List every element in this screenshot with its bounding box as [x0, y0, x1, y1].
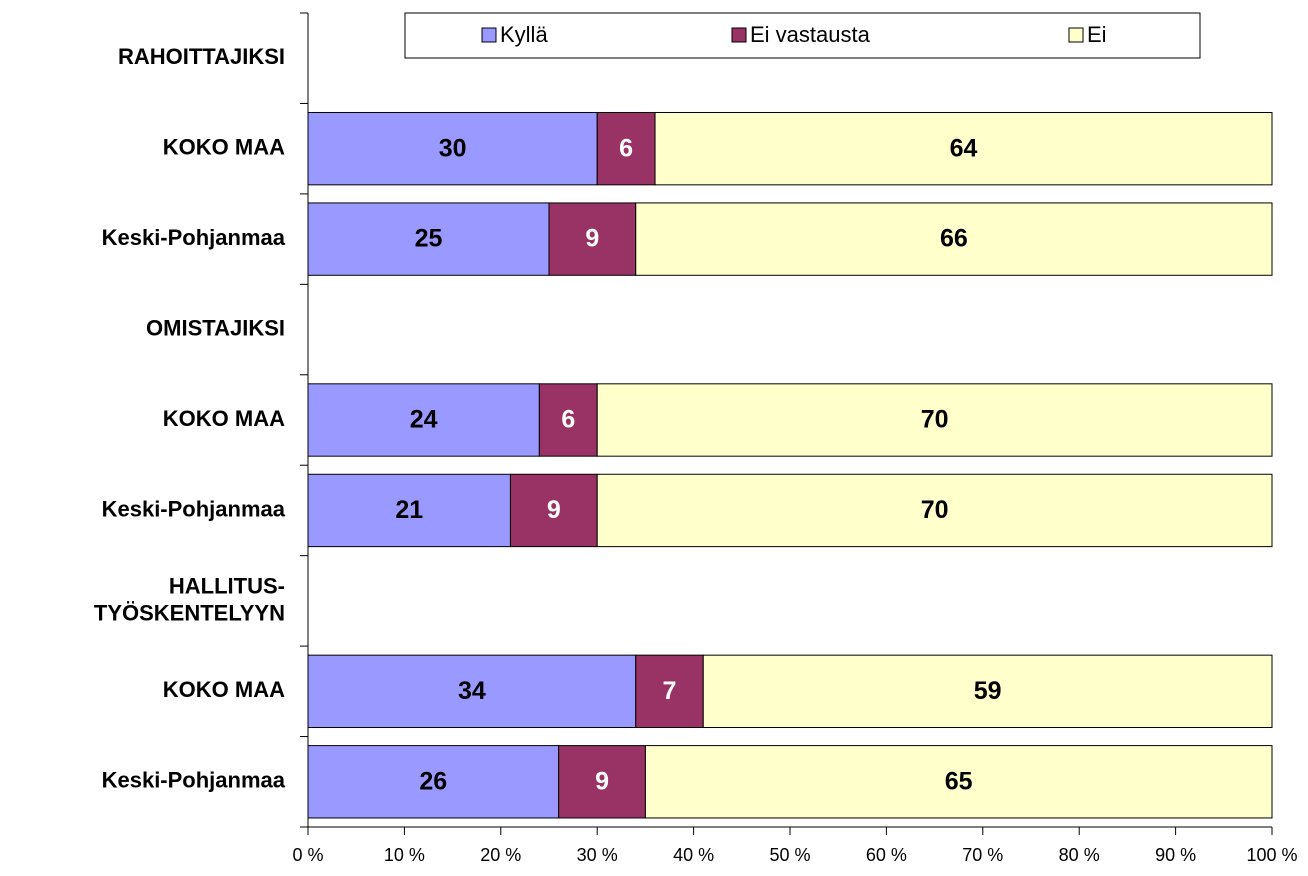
x-tick-label: 70 %	[962, 845, 1003, 865]
value-label: 9	[547, 496, 561, 524]
value-label: 9	[585, 225, 599, 253]
category-label: RAHOITTAJIKSI	[118, 44, 285, 69]
legend: Kyllä Ei vastausta Ei	[404, 12, 1201, 59]
x-tick-label: 10 %	[384, 845, 425, 865]
legend-swatch	[1068, 27, 1084, 43]
x-tick-label: 50 %	[769, 845, 810, 865]
bar-segment	[307, 383, 540, 457]
value-label: 30	[439, 134, 467, 162]
bar-segment	[558, 745, 646, 819]
bar-segment	[702, 654, 1273, 729]
value-label: 21	[395, 496, 423, 524]
bar-segment	[635, 654, 704, 729]
category-label: KOKO MAA	[163, 134, 285, 159]
value-label: 59	[974, 677, 1002, 705]
bar-segment	[596, 383, 1273, 457]
category-label: Keski-Pohjanmaa	[102, 496, 286, 521]
bar-segment	[596, 473, 1273, 548]
x-tick-label: 90 %	[1155, 845, 1196, 865]
category-label: KOKO MAA	[163, 677, 285, 702]
value-label: 70	[921, 406, 949, 434]
value-label: 65	[945, 767, 973, 795]
x-tick-label: 20 %	[480, 845, 521, 865]
bar-segment	[644, 745, 1273, 819]
bar-segment	[307, 654, 637, 729]
bar-segment	[307, 111, 598, 186]
x-tick-label: 100 %	[1246, 845, 1297, 865]
bar-segment	[548, 202, 637, 276]
category-label: KOKO MAA	[163, 406, 285, 431]
legend-label: Kyllä	[500, 22, 548, 47]
value-label: 64	[950, 134, 978, 162]
bar-segment	[538, 383, 598, 457]
category-label: Keski-Pohjanmaa	[102, 768, 286, 793]
category-label: OMISTAJIKSI	[146, 315, 285, 340]
value-label: 24	[410, 406, 438, 434]
value-label: 7	[663, 677, 677, 705]
legend-label: Ei	[1087, 22, 1107, 47]
bar-segment	[654, 111, 1273, 186]
legend-label: Ei vastausta	[750, 22, 871, 47]
value-label: 6	[619, 134, 633, 162]
bar-segment	[307, 473, 511, 548]
x-tick-label: 0 %	[292, 845, 323, 865]
category-label: Keski-Pohjanmaa	[102, 225, 286, 250]
x-tick-label: 30 %	[577, 845, 618, 865]
legend-box	[404, 12, 1201, 59]
bar-segment	[596, 111, 656, 186]
legend-swatch	[731, 27, 747, 43]
value-label: 66	[940, 225, 968, 253]
x-tick-label: 40 %	[673, 845, 714, 865]
legend-swatch	[481, 27, 497, 43]
category-label: HALLITUS-TYÖSKENTELYYN	[94, 573, 285, 625]
bar-segment	[307, 202, 550, 276]
x-tick-label: 60 %	[866, 845, 907, 865]
value-label: 25	[415, 225, 443, 253]
value-label: 9	[595, 767, 609, 795]
value-label: 34	[458, 677, 486, 705]
value-label: 6	[561, 406, 575, 434]
x-tick-label: 80 %	[1059, 845, 1100, 865]
bar-segment	[635, 202, 1273, 276]
value-label: 26	[419, 767, 447, 795]
value-label: 70	[921, 496, 949, 524]
